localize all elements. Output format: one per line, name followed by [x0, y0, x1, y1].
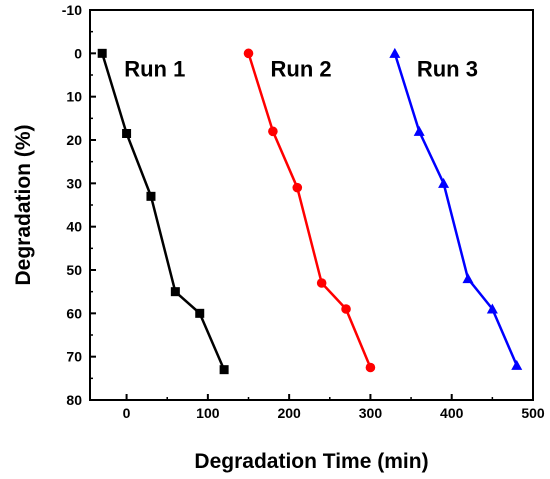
series-line [101, 52, 226, 371]
x-tick-label: 0 [123, 405, 131, 421]
y-tick-label: 10 [66, 89, 82, 105]
y-tick-label: 20 [66, 132, 82, 148]
data-point [146, 191, 156, 201]
x-axis: 0 100 200 300 400 500 [123, 394, 545, 421]
y-tick-label: 80 [66, 392, 82, 408]
y-tick-label: 30 [66, 175, 82, 191]
x-tick-label: 400 [440, 405, 464, 421]
data-point [122, 129, 132, 138]
y-tick-label: 0 [74, 45, 82, 61]
data-point [268, 126, 278, 137]
y-tick-label: -10 [62, 2, 82, 18]
y-axis: -10 0 10 20 30 40 50 60 70 80 [62, 2, 96, 408]
y-tick-label: 50 [66, 262, 82, 278]
x-tick-label: 200 [277, 405, 301, 421]
run-label: Run 3 [417, 56, 478, 81]
series-1 [97, 48, 229, 375]
series-layer [97, 47, 523, 375]
y-tick-label: 70 [66, 349, 82, 365]
x-tick-label: 100 [196, 405, 220, 421]
data-point [341, 304, 351, 314]
data-point [243, 48, 254, 59]
y-axis-title: Degradation (%) [12, 124, 35, 285]
data-point [462, 273, 474, 284]
data-point [511, 359, 523, 370]
series-3 [389, 47, 523, 370]
x-axis-title: Degradation Time (min) [194, 450, 428, 473]
y-tick-label: 60 [66, 305, 82, 321]
data-point [170, 287, 180, 297]
data-point [486, 303, 498, 314]
series-2 [243, 48, 376, 373]
x-tick-label: 500 [521, 405, 545, 421]
run-labels: Run 1 Run 2 Run 3 [124, 56, 478, 81]
series-line [393, 52, 518, 366]
data-point [365, 362, 376, 373]
data-point [316, 278, 327, 288]
data-point [292, 182, 303, 193]
data-point [413, 125, 425, 136]
data-point [195, 308, 205, 318]
series-line [247, 52, 372, 368]
data-point [438, 177, 450, 188]
data-point [219, 365, 229, 375]
data-point [389, 47, 401, 58]
y-tick-label: 40 [66, 219, 82, 235]
run-label: Run 1 [124, 56, 185, 81]
run-label: Run 2 [271, 56, 332, 81]
x-tick-label: 300 [359, 405, 383, 421]
data-point [97, 48, 107, 58]
